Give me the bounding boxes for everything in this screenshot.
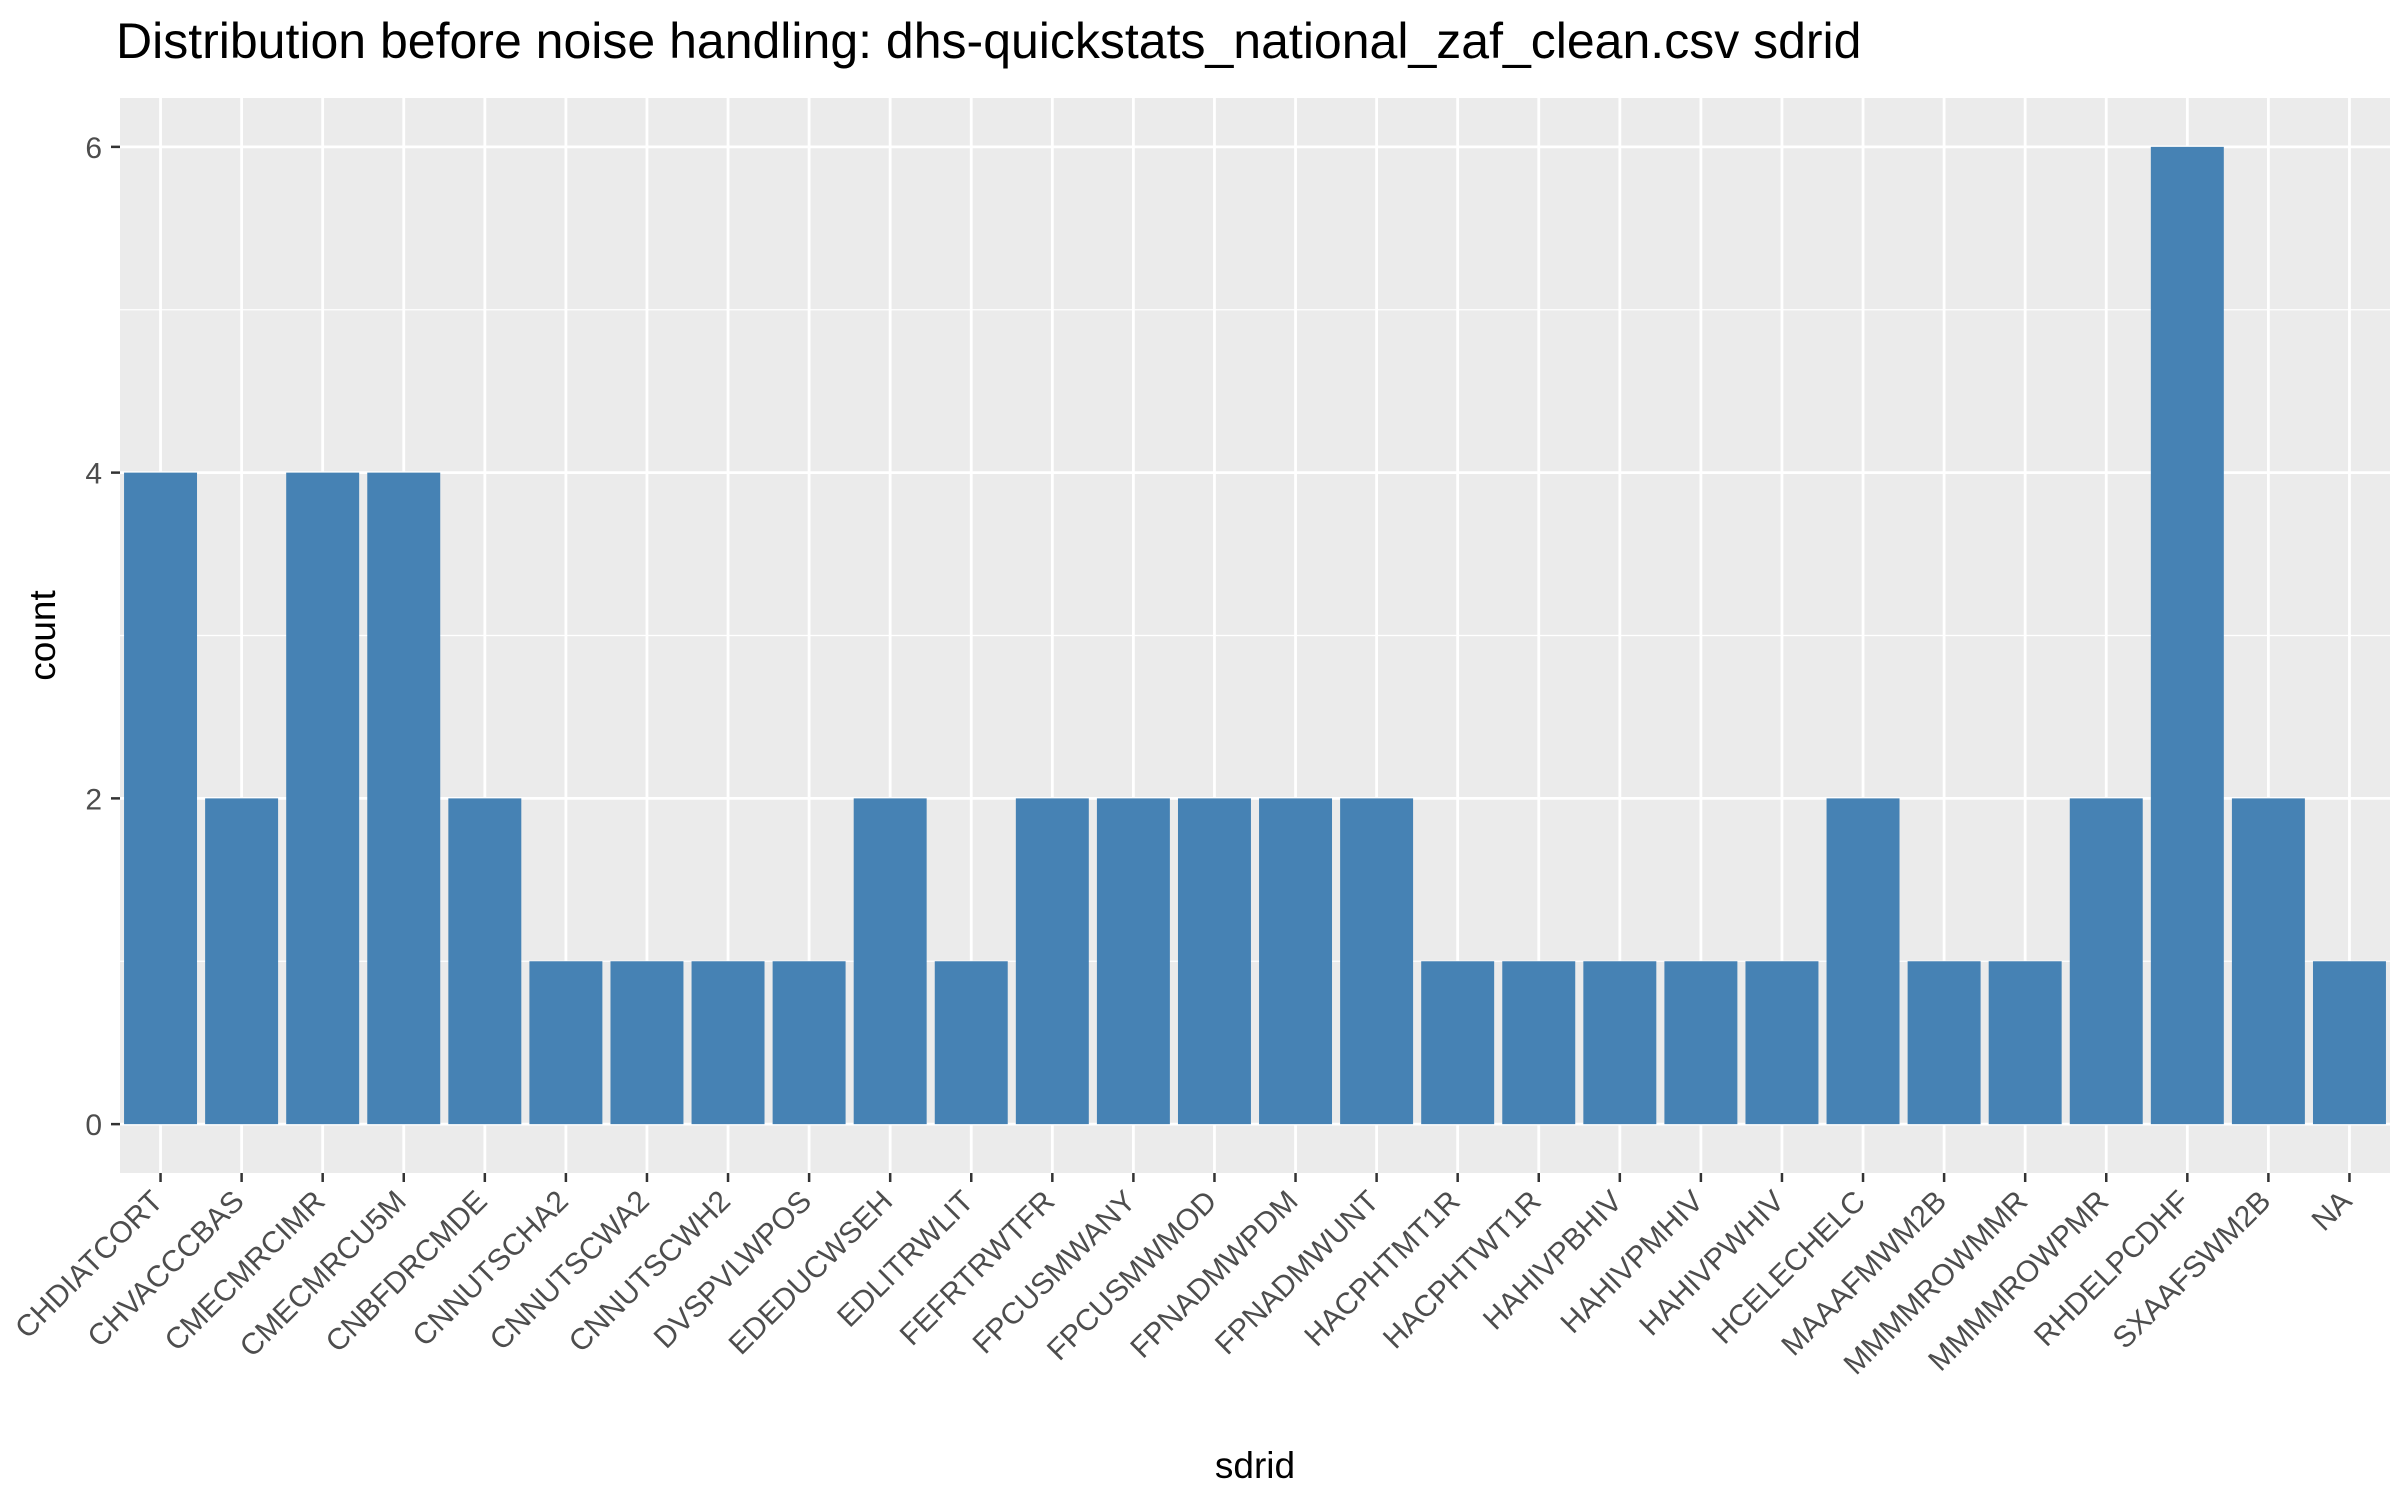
bar-sxaafswm2b — [2231, 798, 2305, 1125]
x-tick-label: HAHIVPMHIV — [1554, 1185, 1709, 1340]
bar-cnnutscwh2 — [691, 961, 765, 1125]
bar-chvacccbas — [205, 798, 279, 1125]
bar-cnnutscwa2 — [610, 961, 684, 1125]
bar-mmmmrowmmr — [1988, 961, 2062, 1125]
bar-fpcusmwmod — [1177, 798, 1251, 1125]
bar-hahivpbhiv — [1583, 961, 1657, 1125]
y-tick-label: 2 — [85, 783, 102, 816]
x-tick-label: HAHIVPBHIV — [1477, 1185, 1629, 1337]
bar-chdiatcort — [124, 472, 198, 1125]
chart-title: Distribution before noise handling: dhs-… — [116, 13, 1862, 69]
y-tick-label: 0 — [85, 1109, 102, 1142]
bar-hacphtmt1r — [1421, 961, 1495, 1125]
bar-rhdelpcdhf — [2150, 146, 2224, 1125]
bar-fpnadmwunt — [1340, 798, 1414, 1125]
bar-hahivpmhiv — [1664, 961, 1738, 1125]
bar-fefrtrwtfr — [1015, 798, 1089, 1125]
bar-cmecmrcimr — [286, 472, 360, 1125]
y-axis-title: count — [22, 590, 63, 681]
bar-cnbfdrcmde — [448, 798, 522, 1125]
bar-fpnadmwpdm — [1259, 798, 1333, 1125]
bar-mmmmrowpmr — [2069, 798, 2143, 1125]
y-axis: 0 2 4 6 — [85, 132, 120, 1142]
y-tick-label: 4 — [85, 458, 102, 491]
bar-maaafmwm2b — [1907, 961, 1981, 1125]
x-axis-title: sdrid — [1215, 1445, 1295, 1486]
bar-cnnutscha2 — [529, 961, 603, 1125]
x-axis: CHDIATCORTCHVACCCBASCMECMRCIMRCMECMRCU5M… — [9, 1173, 2358, 1381]
bars — [124, 146, 2386, 1125]
x-tick-label: HAHIVPWHIV — [1633, 1185, 1791, 1343]
bar-na — [2312, 961, 2386, 1125]
bar-hcelechelc — [1826, 798, 1900, 1125]
bar-hahivpwhiv — [1745, 961, 1819, 1125]
x-tick-label: CHDIATCORT — [9, 1185, 169, 1345]
bar-hacphtwt1r — [1502, 961, 1576, 1125]
x-tick-label: NA — [2306, 1185, 2359, 1238]
bar-cmecmrcu5m — [367, 472, 441, 1125]
bar-edlitrwlit — [934, 961, 1008, 1125]
bar-fpcusmwany — [1096, 798, 1170, 1125]
bar-dvspvlwpos — [772, 961, 846, 1125]
bar-ededucwseh — [853, 798, 927, 1125]
y-tick-label: 6 — [85, 132, 102, 165]
